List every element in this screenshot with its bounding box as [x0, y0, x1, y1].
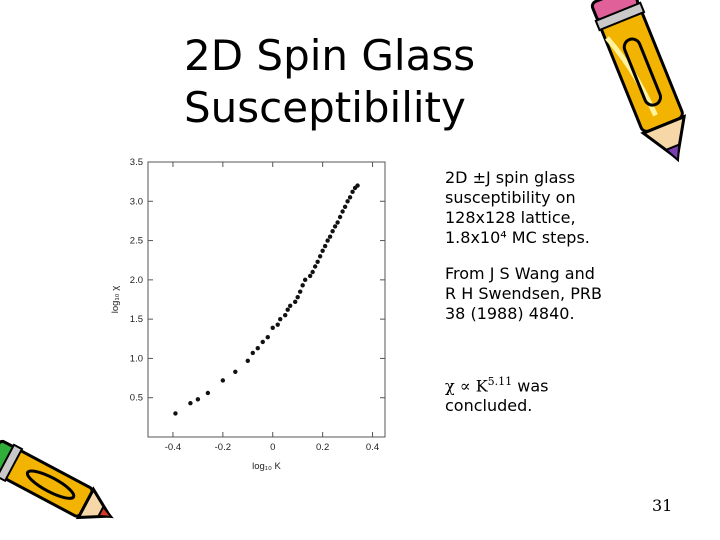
slide-number: 31	[652, 496, 673, 515]
y-tick-label: 1.5	[130, 314, 143, 325]
description-line: 1.8x10⁴ MC steps.	[445, 228, 590, 247]
data-point	[312, 264, 318, 269]
data-point	[310, 269, 315, 275]
y-tick-label: 0.5	[130, 393, 143, 404]
data-point	[265, 335, 270, 340]
x-tick-label: -0.2	[215, 442, 231, 453]
data-point	[322, 243, 328, 249]
x-tick-label: 0.2	[316, 442, 329, 453]
data-point	[283, 313, 288, 318]
data-point	[342, 204, 348, 209]
data-point	[345, 199, 350, 204]
data-point	[347, 195, 353, 200]
y-tick-label: 2.0	[130, 275, 143, 286]
conclusion-line-1: χ ∝ K5.11 was	[445, 372, 685, 396]
data-point	[245, 358, 250, 363]
data-point	[173, 411, 178, 416]
data-point	[340, 209, 345, 214]
data-point	[295, 294, 300, 300]
data-point	[307, 273, 313, 279]
data-point	[350, 189, 355, 195]
data-point	[335, 220, 340, 225]
data-point	[275, 322, 280, 327]
data-point	[297, 289, 303, 294]
citation-line: 38 (1988) 4840.	[445, 304, 575, 323]
data-point	[278, 316, 283, 322]
data-point	[250, 350, 255, 356]
data-point	[302, 277, 308, 283]
x-tick-label: 0	[270, 442, 275, 453]
data-point	[260, 339, 265, 345]
title-line-2: Susceptibility	[184, 83, 466, 132]
data-point	[233, 369, 238, 374]
x-tick-label: 0.4	[366, 442, 379, 453]
x-tick-label: -0.4	[165, 442, 181, 453]
data-point	[330, 228, 335, 234]
description-line: 2D ±J spin glass	[445, 168, 576, 187]
conclusion-rest: was	[512, 376, 549, 396]
conclusion-line-2: concluded.	[445, 396, 533, 416]
data-point	[292, 299, 298, 305]
y-tick-label: 3.5	[130, 157, 143, 168]
citation-line: From J S Wang and	[445, 264, 595, 283]
conclusion-text: χ ∝ K5.11 was concluded.	[445, 372, 685, 416]
data-point	[188, 401, 193, 406]
data-point	[332, 224, 338, 229]
data-point	[355, 183, 360, 188]
data-point	[220, 378, 226, 383]
data-point	[317, 254, 323, 259]
data-point	[288, 303, 293, 308]
formula: χ ∝ K	[445, 376, 488, 396]
x-axis-label: log₁₀ K	[252, 461, 281, 472]
data-point	[315, 259, 320, 264]
data-point	[285, 307, 290, 312]
exponent: 5.11	[487, 375, 513, 388]
data-point	[270, 325, 275, 330]
description-text: 2D ±J spin glass susceptibility on 128x1…	[445, 168, 685, 248]
data-point	[337, 214, 343, 220]
description-line: 128x128 lattice,	[445, 208, 576, 227]
title-line-1: 2D Spin Glass	[184, 31, 476, 80]
data-point	[320, 248, 325, 253]
data-point	[195, 397, 201, 402]
data-point	[205, 390, 211, 396]
data-point	[325, 238, 330, 243]
source-citation: From J S Wang and R H Swendsen, PRB 38 (…	[445, 264, 685, 324]
y-tick-label: 2.5	[130, 236, 143, 247]
y-tick-label: 3.0	[130, 196, 143, 207]
slide-title: 2D Spin Glass Susceptibility	[184, 30, 514, 134]
data-point	[255, 346, 260, 351]
y-tick-label: 1.0	[130, 353, 143, 364]
y-axis-label: log₁₀ χ	[110, 286, 121, 313]
citation-line: R H Swendsen, PRB	[445, 284, 602, 303]
data-point	[327, 234, 333, 239]
plot-frame	[147, 161, 386, 438]
data-point	[300, 283, 305, 288]
description-line: susceptibility on	[445, 188, 576, 207]
